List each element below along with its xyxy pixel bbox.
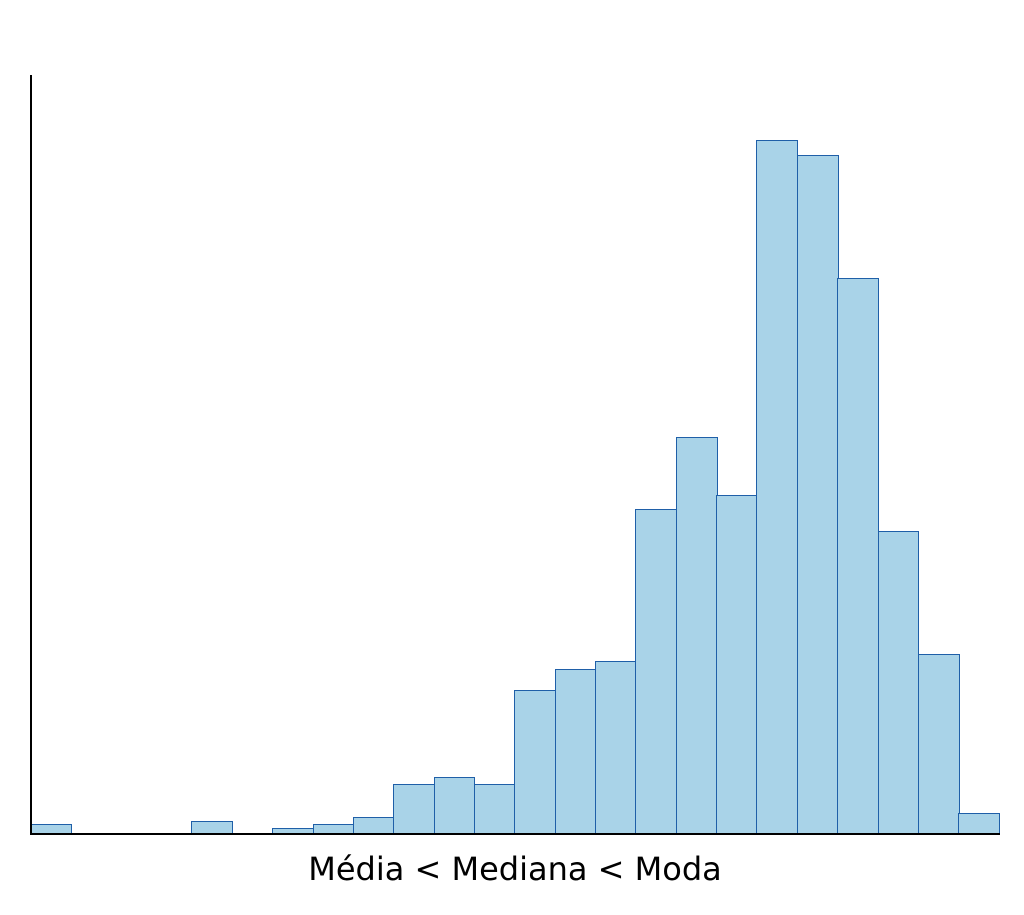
histogram-chart (30, 75, 1000, 835)
histogram-bar (595, 661, 637, 835)
histogram-bar (797, 155, 839, 835)
histogram-bar (837, 278, 879, 835)
histogram-bar (514, 690, 556, 835)
histogram-bar (958, 813, 1000, 835)
bars-container (30, 75, 1000, 835)
histogram-bar (676, 437, 718, 835)
histogram-bar (635, 509, 677, 835)
x-axis-label: Média < Mediana < Moda (30, 850, 1000, 888)
histogram-bar (878, 531, 920, 835)
histogram-bar (555, 669, 597, 835)
histogram-bar (434, 777, 476, 835)
plot-area (30, 75, 1000, 835)
x-axis (30, 833, 1000, 835)
histogram-bar (474, 784, 516, 835)
histogram-bar (756, 140, 798, 835)
histogram-bar (918, 654, 960, 835)
histogram-bar (393, 784, 435, 835)
y-axis (30, 75, 32, 835)
histogram-bar (716, 495, 758, 835)
